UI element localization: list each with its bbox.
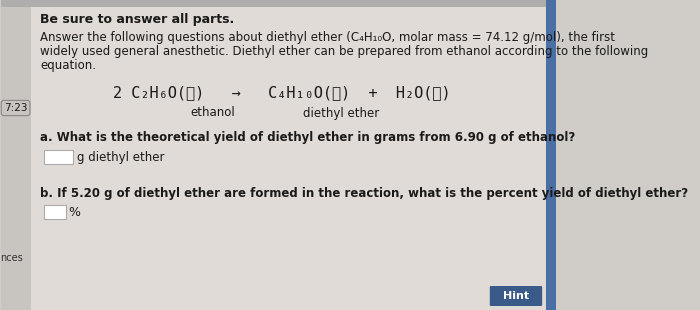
Text: a. What is the theoretical yield of diethyl ether in grams from 6.90 g of ethano: a. What is the theoretical yield of diet… xyxy=(40,131,575,144)
Text: Be sure to answer all parts.: Be sure to answer all parts. xyxy=(40,14,235,26)
Text: widely used general anesthetic. Diethyl ether can be prepared from ethanol accor: widely used general anesthetic. Diethyl … xyxy=(40,46,648,59)
Text: diethyl ether: diethyl ether xyxy=(303,107,379,119)
Bar xyxy=(1,0,31,310)
Text: 2 C₂H₆O(ℓ)   →   C₄H₁₀O(ℓ)  +  H₂O(ℓ): 2 C₂H₆O(ℓ) → C₄H₁₀O(ℓ) + H₂O(ℓ) xyxy=(113,86,451,100)
Text: b. If 5.20 g of diethyl ether are formed in the reaction, what is the percent yi: b. If 5.20 g of diethyl ether are formed… xyxy=(40,187,688,200)
Text: Answer the following questions about diethyl ether (C₄H₁₀O, molar mass = 74.12 g: Answer the following questions about die… xyxy=(40,32,615,45)
Text: equation.: equation. xyxy=(40,60,96,73)
Text: nces: nces xyxy=(0,253,23,263)
Text: g diethyl ether: g diethyl ether xyxy=(77,150,164,163)
Text: ethanol: ethanol xyxy=(190,107,235,119)
Text: %: % xyxy=(69,206,81,219)
FancyBboxPatch shape xyxy=(490,286,542,306)
Text: Hint: Hint xyxy=(503,291,529,301)
Bar xyxy=(44,205,66,219)
Bar xyxy=(546,0,556,310)
Text: 7:23: 7:23 xyxy=(4,103,27,113)
Bar xyxy=(44,150,73,164)
Bar xyxy=(1,0,556,7)
